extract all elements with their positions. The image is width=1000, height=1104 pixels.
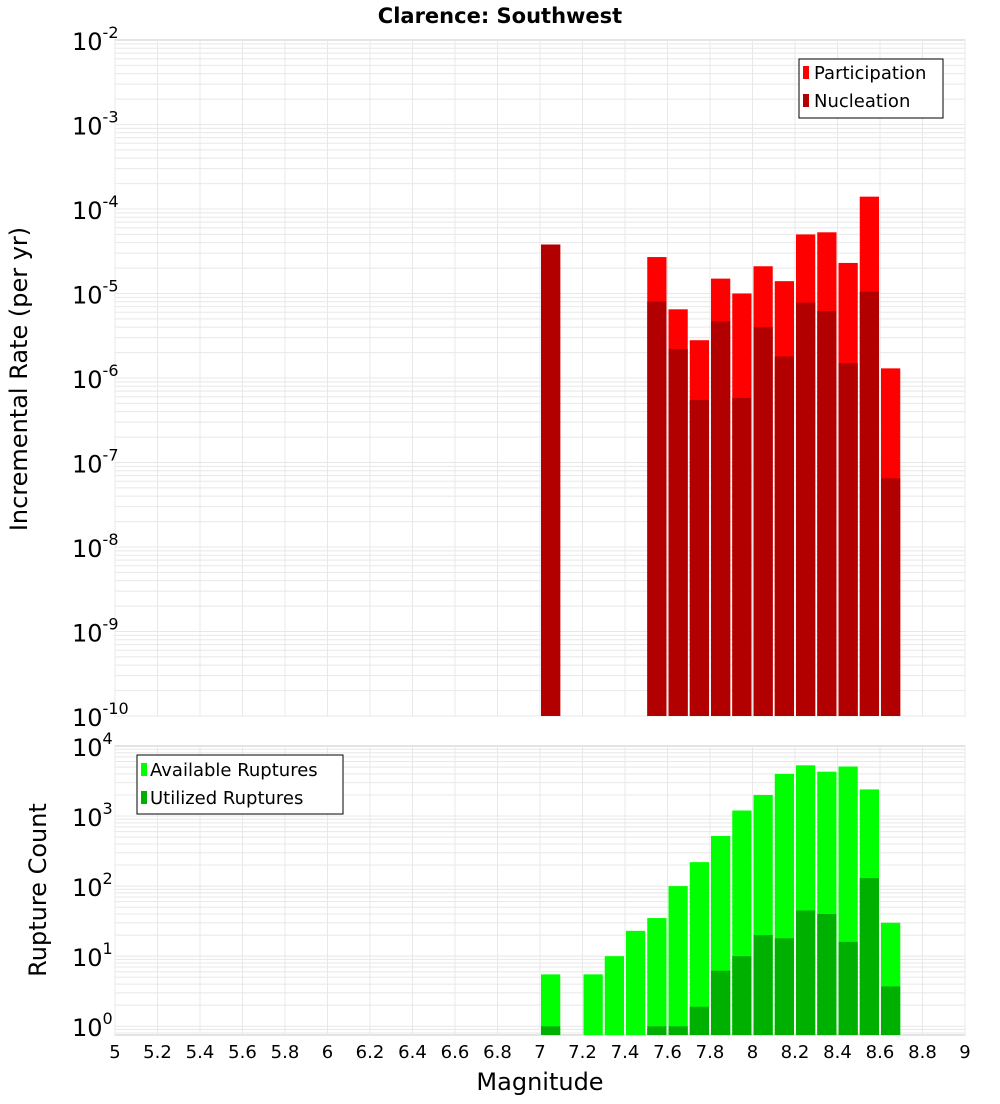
nucleation-swatch: [803, 94, 809, 107]
x-axis-label: Magnitude: [476, 1068, 603, 1096]
y-tick-label: 104: [72, 729, 113, 762]
y-tick-label: 10-4: [72, 192, 119, 225]
nucleation-bar: [838, 363, 858, 716]
utilized-bar: [711, 970, 731, 1035]
x-tick-label: 5.4: [186, 1042, 215, 1063]
utilized-bar: [732, 956, 752, 1035]
available-bar: [541, 974, 561, 1035]
x-tick-label: 6.4: [398, 1042, 427, 1063]
rate-bars: [541, 196, 901, 717]
available-legend-label: Available Ruptures: [150, 760, 318, 781]
utilized-bar: [668, 1026, 688, 1035]
nucleation-bar: [689, 399, 709, 716]
x-tick-label: 8.8: [908, 1042, 937, 1063]
x-tick-label: 5: [109, 1042, 120, 1063]
rate-legend: Participation Nucleation: [798, 58, 944, 119]
x-tick-label: 9: [959, 1042, 970, 1063]
rate-grid: [114, 40, 966, 717]
nucleation-bar: [774, 356, 794, 716]
count-legend: Available Ruptures Utilized Ruptures: [136, 754, 344, 815]
available-bar: [604, 956, 624, 1035]
utilized-bar: [689, 1006, 709, 1035]
rate-y-axis-label: Incremental Rate (per yr): [5, 227, 33, 531]
y-tick-label: 100: [72, 1009, 113, 1042]
x-tick-label: 7.4: [611, 1042, 640, 1063]
utilized-bar: [817, 914, 837, 1035]
nucleation-bar: [753, 327, 773, 716]
count-bars: [541, 765, 901, 1035]
rate-legend-box: [798, 58, 944, 119]
count-panel: 100 101 102 103 104 5 5.2 5.4 5.6 5.8 6 6.2 6.4 6.6 6…: [24, 729, 971, 1096]
available-bar: [647, 918, 667, 1035]
nucleation-legend-label: Nucleation: [814, 91, 910, 112]
available-swatch: [141, 763, 147, 776]
rate-y-ticks: 10-10 10-9 10-8 10-7 10-6 10-5 10-4 10-3 10-2: [72, 23, 129, 732]
y-tick-label: 10-6: [72, 361, 119, 394]
utilized-legend-label: Utilized Ruptures: [150, 788, 303, 809]
count-y-ticks: 100 101 102 103 104: [72, 729, 113, 1042]
y-tick-label: 10-9: [72, 615, 119, 648]
participation-legend-label: Participation: [814, 63, 926, 84]
nucleation-bar: [881, 478, 901, 716]
count-x-ticks: 5 5.2 5.4 5.6 5.8 6 6.2 6.4 6.6 6.8 7 7.2 7.4 7.6 7.8 8…: [109, 1042, 970, 1063]
nucleation-bar: [541, 244, 561, 716]
available-bar: [689, 862, 709, 1035]
x-tick-label: 7.2: [568, 1042, 597, 1063]
x-tick-label: 8.4: [823, 1042, 852, 1063]
y-tick-label: 102: [72, 869, 113, 902]
x-tick-label: 8.2: [781, 1042, 810, 1063]
nucleation-bar: [668, 349, 688, 716]
x-tick-label: 5.6: [228, 1042, 257, 1063]
y-tick-label: 101: [72, 939, 113, 972]
utilized-bar: [838, 941, 858, 1035]
count-y-axis-label: Rupture Count: [24, 803, 52, 977]
nucleation-bar: [711, 321, 731, 716]
available-bar: [626, 930, 646, 1035]
x-tick-label: 8.6: [866, 1042, 895, 1063]
chart-title: Clarence: Southwest: [378, 4, 622, 28]
utilized-bar: [647, 1026, 667, 1035]
y-tick-label: 10-2: [72, 23, 119, 56]
y-tick-label: 10-5: [72, 277, 119, 310]
utilized-bar: [881, 986, 901, 1035]
utilized-bar: [774, 938, 794, 1035]
y-tick-label: 10-10: [72, 699, 129, 732]
x-tick-label: 8: [747, 1042, 758, 1063]
y-tick-label: 10-7: [72, 446, 119, 479]
utilized-bar: [796, 910, 816, 1035]
utilized-swatch: [141, 791, 147, 804]
x-tick-label: 6.2: [356, 1042, 385, 1063]
x-tick-label: 7.6: [653, 1042, 682, 1063]
nucleation-bar: [647, 301, 667, 716]
y-tick-label: 10-3: [72, 108, 119, 141]
utilized-bar: [541, 1026, 561, 1035]
available-bar: [583, 974, 603, 1035]
utilized-bar: [859, 878, 879, 1035]
available-bar: [668, 886, 688, 1035]
count-legend-box: [136, 754, 344, 815]
nucleation-bar: [796, 302, 816, 716]
x-tick-label: 6.8: [483, 1042, 512, 1063]
utilized-bar: [753, 935, 773, 1035]
x-tick-label: 5.2: [143, 1042, 172, 1063]
nucleation-bar: [859, 291, 879, 716]
x-tick-label: 6.6: [441, 1042, 470, 1063]
x-tick-label: 7.8: [696, 1042, 725, 1063]
nucleation-bar: [732, 397, 752, 716]
rate-panel: 10-10 10-9 10-8 10-7 10-6 10-5 10-4 10-3 10-2 In…: [5, 23, 966, 732]
x-tick-label: 6: [322, 1042, 333, 1063]
participation-swatch: [803, 66, 809, 79]
y-tick-label: 103: [72, 799, 113, 832]
x-tick-label: 5.8: [271, 1042, 300, 1063]
x-tick-label: 7: [534, 1042, 545, 1063]
y-tick-label: 10-8: [72, 530, 119, 563]
nucleation-bar: [817, 311, 837, 716]
